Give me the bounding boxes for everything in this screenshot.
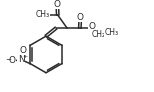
Text: CH₂: CH₂ (92, 30, 106, 39)
Text: O: O (9, 56, 16, 65)
Text: CH₃: CH₃ (104, 28, 118, 37)
Text: N: N (18, 55, 25, 64)
Text: O: O (88, 22, 95, 31)
Text: O: O (19, 46, 26, 55)
Text: O: O (77, 13, 84, 22)
Text: CH₃: CH₃ (36, 10, 50, 19)
Text: −: − (5, 57, 11, 63)
Text: +: + (22, 54, 27, 59)
Text: O: O (54, 0, 61, 9)
